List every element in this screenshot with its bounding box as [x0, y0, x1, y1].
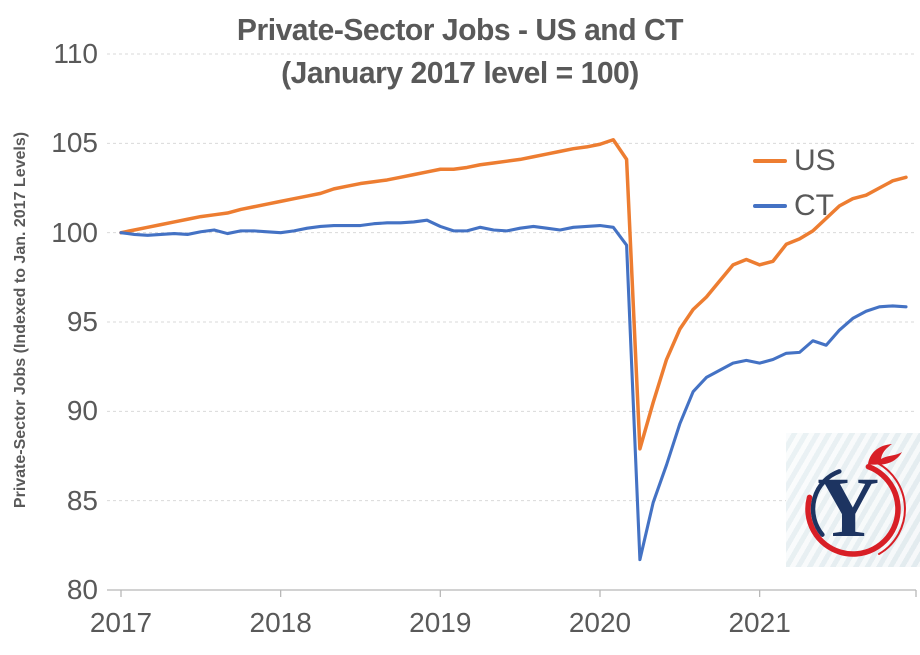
y-tick-100: 100 [51, 216, 98, 248]
x-tick-2021: 2021 [728, 607, 791, 638]
y-tick-80: 80 [66, 574, 98, 605]
logo-red-swoosh [805, 463, 901, 557]
logo-letter: Y [817, 459, 879, 555]
x-tick-2018: 2018 [249, 607, 312, 638]
logo-red-outer-arc [874, 460, 906, 555]
legend: US CT [753, 138, 836, 228]
us-series-line [119, 138, 908, 451]
y-tick-85: 85 [66, 484, 98, 516]
legend-label-us: US [794, 143, 836, 177]
logo-graphic: Y [805, 444, 906, 557]
ct-line-swatch [753, 203, 787, 208]
y-tick-95: 95 [66, 306, 98, 337]
x-tick-2017: 2017 [89, 607, 153, 638]
legend-label-ct: CT [794, 188, 834, 222]
us-line-swatch [753, 158, 787, 163]
logo-flame-icon [868, 444, 902, 465]
legend-item-ct: CT [753, 183, 836, 228]
legend-item-us: US [753, 138, 836, 183]
yankee-institute-logo: Y [786, 433, 920, 567]
ct-series-line [119, 218, 908, 562]
x-tick-2019: 2019 [409, 607, 472, 638]
y-tick-110: 110 [53, 38, 98, 69]
logo-navy-arc [810, 469, 842, 537]
chart-title: Private-Sector Jobs - US and CT [236, 12, 684, 47]
y-tick-90: 90 [66, 395, 98, 427]
x-tick-2020: 2020 [568, 607, 632, 638]
chart-subtitle: (January 2017 level = 100) [281, 55, 639, 90]
y-tick-105: 105 [51, 127, 98, 159]
